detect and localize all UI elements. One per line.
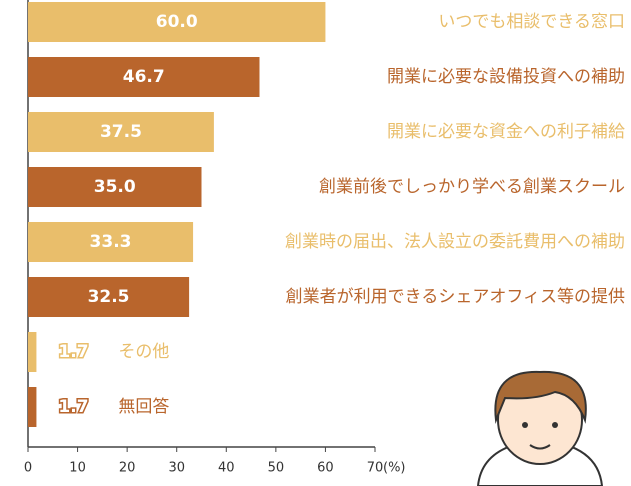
x-tick-label: 20 — [119, 461, 136, 476]
value-label: 60.0 — [156, 12, 198, 32]
value-label: 46.7 — [123, 67, 165, 87]
x-tick-label: 70 — [367, 461, 384, 476]
x-tick-label: 60 — [317, 461, 334, 476]
person-illustration — [478, 372, 602, 486]
bar — [28, 387, 36, 427]
category-label: 開業に必要な設備投資への補助 — [387, 67, 625, 87]
category-label: 無回答 — [118, 397, 169, 417]
x-tick-label: 50 — [268, 461, 285, 476]
x-tick-label: 10 — [69, 461, 86, 476]
value-label: 33.3 — [90, 232, 132, 252]
value-label: 37.5 — [100, 122, 142, 142]
value-label: 35.0 — [94, 177, 136, 197]
category-label: 創業前後でしっかり学べる創業スクール — [319, 177, 625, 197]
category-label: 開業に必要な資金への利子補給 — [387, 122, 625, 142]
value-label: 1.7 — [58, 342, 88, 362]
category-label: 創業時の届出、法人設立の委託費用への補助 — [285, 232, 625, 252]
category-label: 創業者が利用できるシェアオフィス等の提供 — [286, 287, 625, 307]
x-tick-label: 30 — [168, 461, 185, 476]
value-label: 32.5 — [88, 287, 130, 307]
x-axis-label: (%) — [383, 461, 406, 476]
chart: 0 10 20 30 40 50 60 70(%) 60.0 いつでも相談できる窓口 46.7 開業に… — [0, 0, 631, 486]
category-label: その他 — [118, 342, 169, 362]
value-label: 1.7 — [58, 397, 88, 417]
x-tick-label: 0 — [24, 461, 32, 476]
bar — [28, 332, 36, 372]
category-label: いつでも相談できる窓口 — [438, 12, 625, 32]
x-tick-label: 40 — [218, 461, 235, 476]
